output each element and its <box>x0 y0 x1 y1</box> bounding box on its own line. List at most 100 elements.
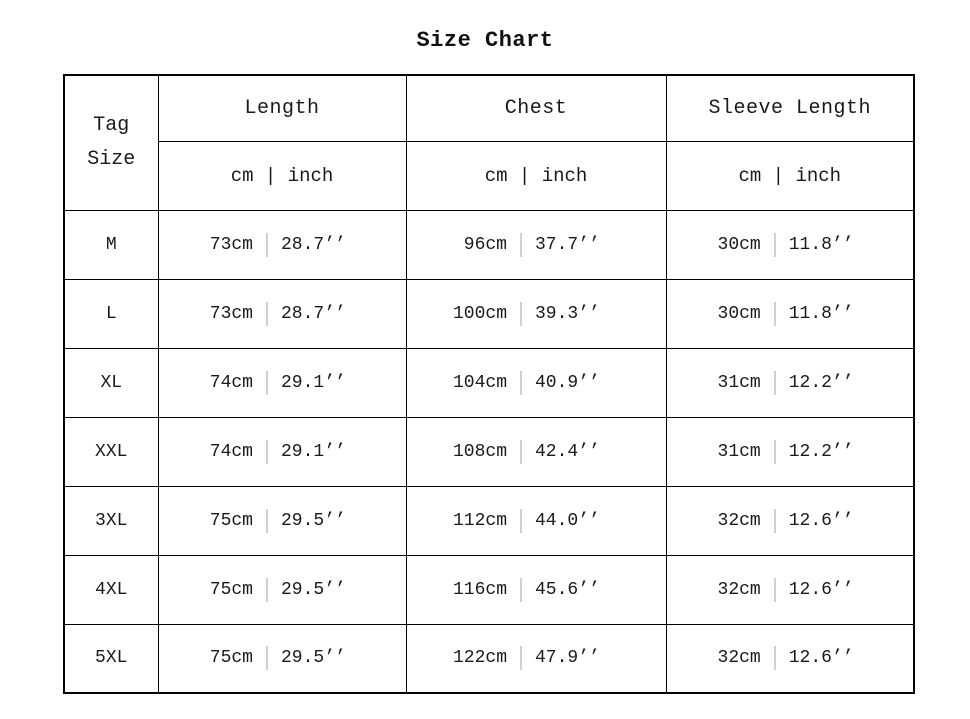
chest-cm-value: 112cm <box>452 510 507 531</box>
sleeve-cm-value: 30cm <box>717 234 761 255</box>
length-cm-value: 73cm <box>209 234 253 255</box>
table-row: XXL 74cm 29.1’’ 108cm 42.4’’ 31cm 12.2’’ <box>63 416 915 487</box>
length-cm-value: 73cm <box>209 303 253 324</box>
length-inch-value: 29.5’’ <box>281 510 346 531</box>
sleeve-value-cell: 31cm 12.2’’ <box>665 347 915 418</box>
corner-line-size: Size <box>87 147 136 171</box>
separator-bar <box>266 577 268 602</box>
length-inch-value: 29.5’’ <box>281 648 346 669</box>
column-header-length: Length <box>157 74 407 142</box>
sleeve-value-cell: 30cm 11.8’’ <box>665 209 915 280</box>
sleeve-inch-value: 12.6’’ <box>788 648 854 669</box>
chest-cm-value: 108cm <box>452 441 507 462</box>
sleeve-inch-value: 12.2’’ <box>788 441 854 462</box>
separator-bar <box>773 370 776 395</box>
separator-bar <box>773 301 776 326</box>
sleeve-inch-value: 11.8’’ <box>788 234 854 255</box>
corner-line-tag: Tag <box>93 113 130 137</box>
chest-inch-value: 39.3’’ <box>535 303 600 324</box>
separator-bar <box>773 577 776 602</box>
size-tag-cell: 4XL <box>63 554 159 625</box>
sleeve-cm-value: 31cm <box>717 441 761 462</box>
chest-value-cell: 104cm 40.9’’ <box>405 347 667 418</box>
size-tag-cell: XL <box>63 347 159 418</box>
chest-value-cell: 112cm 44.0’’ <box>405 485 667 556</box>
sleeve-inch-value: 12.6’’ <box>788 510 854 531</box>
header-row-units: cm | inch cm | inch cm | inch <box>64 140 915 211</box>
tag-size-corner-cell: Tag Size <box>63 74 159 211</box>
length-cm-value: 74cm <box>209 372 253 393</box>
separator-bar <box>773 439 776 464</box>
table-row: XL 74cm 29.1’’ 104cm 40.9’’ 31cm 12.2’’ <box>63 347 915 418</box>
separator-bar <box>520 646 522 671</box>
table-row: M 73cm 28.7’’ 96cm 37.7’’ 30cm 11.8’’ <box>63 209 915 280</box>
sleeve-inch-value: 12.2’’ <box>788 372 854 393</box>
separator-bar <box>773 508 776 533</box>
separator-bar <box>266 232 268 257</box>
chest-cm-value: 96cm <box>463 234 507 255</box>
chest-inch-value: 45.6’’ <box>535 579 600 600</box>
length-value-cell: 74cm 29.1’’ <box>157 416 407 487</box>
column-header-chest: Chest <box>405 74 667 142</box>
length-cm-value: 75cm <box>209 510 253 531</box>
length-value-cell: 73cm 28.7’’ <box>157 209 407 280</box>
sleeve-inch-value: 12.6’’ <box>788 579 854 600</box>
chest-value-cell: 100cm 39.3’’ <box>405 278 667 349</box>
separator-bar <box>520 577 522 602</box>
separator-bar <box>266 370 268 395</box>
table-row: 3XL 75cm 29.5’’ 112cm 44.0’’ 32cm 12.6’’ <box>63 485 915 556</box>
separator-bar <box>520 508 522 533</box>
chest-cm-value: 122cm <box>452 648 507 669</box>
chest-cm-value: 116cm <box>452 579 507 600</box>
sleeve-cm-value: 32cm <box>717 510 761 531</box>
length-inch-value: 28.7’’ <box>281 303 346 324</box>
size-tag-cell: XXL <box>63 416 159 487</box>
sleeve-value-cell: 32cm 12.6’’ <box>665 623 915 694</box>
chest-inch-value: 44.0’’ <box>535 510 600 531</box>
unit-header-sleeve-length: cm | inch <box>665 140 915 211</box>
length-cm-value: 74cm <box>209 441 253 462</box>
chest-inch-value: 42.4’’ <box>535 441 600 462</box>
unit-header-chest: cm | inch <box>405 140 667 211</box>
sleeve-inch-value: 11.8’’ <box>788 303 854 324</box>
length-inch-value: 29.1’’ <box>281 372 346 393</box>
chest-cm-value: 100cm <box>452 303 507 324</box>
sleeve-cm-value: 31cm <box>717 372 761 393</box>
chest-value-cell: 116cm 45.6’’ <box>405 554 667 625</box>
separator-bar <box>266 301 268 326</box>
length-inch-value: 29.5’’ <box>281 579 346 600</box>
unit-header-length: cm | inch <box>157 140 407 211</box>
size-tag-cell: L <box>63 278 159 349</box>
sleeve-cm-value: 30cm <box>717 303 761 324</box>
table-row: L 73cm 28.7’’ 100cm 39.3’’ 30cm 11.8’’ <box>63 278 915 349</box>
separator-bar <box>773 232 776 257</box>
sleeve-value-cell: 32cm 12.6’’ <box>665 485 915 556</box>
chest-value-cell: 122cm 47.9’’ <box>405 623 667 694</box>
separator-bar <box>520 439 522 464</box>
separator-bar <box>520 370 522 395</box>
length-cm-value: 75cm <box>209 648 253 669</box>
chest-value-cell: 96cm 37.7’’ <box>405 209 667 280</box>
length-value-cell: 75cm 29.5’’ <box>157 554 407 625</box>
separator-bar <box>266 439 268 464</box>
chest-inch-value: 37.7’’ <box>535 234 600 255</box>
sleeve-cm-value: 32cm <box>717 648 761 669</box>
chest-cm-value: 104cm <box>452 372 507 393</box>
column-header-sleeve-length: Sleeve Length <box>665 74 915 142</box>
size-tag-cell: 3XL <box>63 485 159 556</box>
separator-bar <box>266 508 268 533</box>
size-tag-cell: M <box>63 209 159 280</box>
chest-inch-value: 40.9’’ <box>535 372 600 393</box>
separator-bar <box>520 301 522 326</box>
header-row-labels: Tag Size Length Chest Sleeve Length <box>63 74 915 211</box>
length-value-cell: 73cm 28.7’’ <box>157 278 407 349</box>
size-chart-table: Tag Size Length Chest Sleeve Length cm |… <box>63 74 915 694</box>
page-title: Size Chart <box>416 28 554 53</box>
sleeve-value-cell: 30cm 11.8’’ <box>665 278 915 349</box>
size-tag-cell: 5XL <box>63 623 159 694</box>
sleeve-value-cell: 32cm 12.6’’ <box>665 554 915 625</box>
sleeve-cm-value: 32cm <box>717 579 761 600</box>
length-inch-value: 29.1’’ <box>281 441 346 462</box>
table-row: 4XL 75cm 29.5’’ 116cm 45.6’’ 32cm 12.6’’ <box>63 554 915 625</box>
